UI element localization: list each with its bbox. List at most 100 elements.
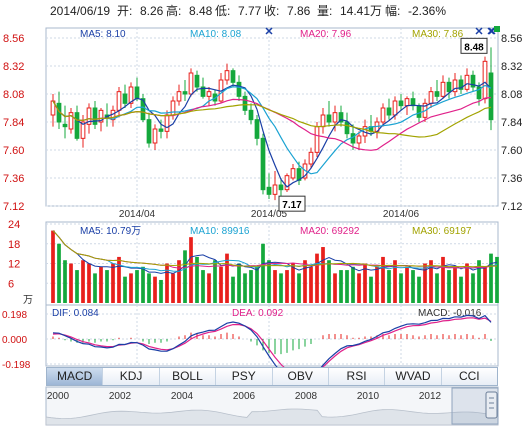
- candle-body: [398, 100, 404, 107]
- candle-body: [98, 109, 104, 123]
- volume-ma-label: MA10: 89916: [190, 226, 250, 237]
- volume-bar: [81, 260, 85, 303]
- volume-bar: [219, 266, 223, 303]
- price-tick-label: 7.84: [3, 117, 24, 129]
- volume-bar: [159, 279, 163, 303]
- volume-bar: [141, 266, 145, 303]
- price-ma5-line: [52, 81, 492, 188]
- tab-cci[interactable]: CCI: [441, 368, 497, 385]
- candle-body: [386, 107, 392, 116]
- candle-body: [428, 91, 434, 104]
- volume-bar: [303, 260, 307, 303]
- timeline-drag-handle[interactable]: [485, 391, 498, 419]
- candle-body: [200, 86, 206, 97]
- high-callout-box: [460, 37, 488, 54]
- candle-body: [230, 70, 236, 83]
- low-label: 低:: [215, 4, 231, 18]
- volume-bar: [123, 276, 127, 303]
- volume-bar: [471, 273, 475, 303]
- candle-body: [80, 121, 86, 139]
- price-tick-label: 7.60: [3, 145, 24, 157]
- macd-tick-label: 0.000: [2, 335, 27, 346]
- volume-bar: [297, 273, 301, 303]
- candle-body: [92, 107, 98, 125]
- volume-bar: [201, 270, 205, 303]
- tab-kdj[interactable]: KDJ: [103, 368, 160, 385]
- volume-ma-label: MA20: 69292: [300, 226, 360, 237]
- price-tick-label: 8.56: [3, 33, 24, 45]
- candle-body: [314, 126, 320, 153]
- price-ma-label: MA10: 8.08: [190, 29, 242, 40]
- volume-bar: [255, 266, 259, 303]
- price-tick-label-right: 7.84: [501, 117, 522, 129]
- open-label: 开:: [117, 4, 133, 18]
- candle-body: [182, 91, 188, 95]
- candle-body: [224, 70, 230, 81]
- candle-body: [242, 95, 248, 111]
- volume-bar: [267, 260, 271, 303]
- price-tick-label-right: 7.36: [501, 173, 522, 185]
- volume-bar: [435, 273, 439, 303]
- volume-bar: [291, 263, 295, 303]
- candle-body: [482, 60, 488, 100]
- volume-bar: [51, 230, 55, 303]
- tab-boll[interactable]: BOLL: [159, 368, 217, 385]
- volume-bar: [177, 260, 181, 303]
- candle-body: [488, 72, 494, 121]
- timeline-year-label: 2004: [171, 391, 194, 402]
- volume-bar: [129, 273, 133, 303]
- volume-bar: [171, 273, 175, 303]
- volume-bar: [243, 273, 247, 303]
- candle-body: [236, 81, 242, 97]
- tab-wvad[interactable]: WVAD: [385, 368, 442, 385]
- volume-bar: [369, 276, 373, 303]
- candle-body: [284, 175, 290, 191]
- price-ma30-line: [52, 100, 492, 138]
- event-marker-icon: [475, 27, 483, 35]
- volume-bar: [483, 266, 487, 303]
- timeline-year-label: 2008: [295, 391, 318, 402]
- candle-body: [164, 114, 170, 132]
- candle-body: [392, 100, 398, 116]
- volume-bar: [213, 260, 217, 303]
- price-tick-label-right: 7.12: [501, 201, 522, 213]
- candle-body: [122, 93, 128, 104]
- volume-bar: [345, 270, 349, 303]
- close-value: 7.86: [287, 4, 311, 18]
- volume-bar: [87, 263, 91, 303]
- volume-bar: [231, 276, 235, 303]
- event-marker-icon: [265, 27, 273, 35]
- tab-obv[interactable]: OBV: [272, 368, 329, 385]
- price-tick-label-right: 7.60: [501, 145, 522, 157]
- volume-bar: [309, 266, 313, 303]
- volume-bar: [489, 253, 493, 303]
- macd-tick-label: -0.198: [2, 360, 31, 371]
- tab-psy[interactable]: PSY: [216, 368, 273, 385]
- candle-body: [146, 119, 152, 144]
- volume-bar: [207, 273, 211, 303]
- volume-bar: [153, 276, 157, 303]
- candle-body: [170, 100, 176, 116]
- candle-body: [206, 91, 212, 97]
- dif-label: DIF: 0.084: [52, 308, 99, 319]
- price-tick-label: 7.36: [3, 173, 24, 185]
- price-tick-label: 8.32: [3, 61, 24, 73]
- volume-bar: [315, 253, 319, 303]
- volume-bar: [393, 260, 397, 303]
- candle-body: [338, 112, 344, 123]
- volume-bar: [339, 270, 343, 303]
- candle-body: [116, 91, 122, 111]
- candle-body: [290, 168, 296, 179]
- candle-body: [248, 109, 254, 121]
- price-tick-label: 8.08: [3, 89, 24, 101]
- volume-bar: [405, 266, 409, 303]
- volume-bar: [225, 253, 229, 303]
- tab-macd[interactable]: MACD: [47, 368, 104, 385]
- macd-tick-label: 0.198: [2, 310, 27, 321]
- volume-bar: [99, 266, 103, 303]
- candle-body: [140, 98, 146, 121]
- change-label: 幅:: [385, 4, 401, 18]
- tab-rsi[interactable]: RSI: [328, 368, 386, 385]
- volume-tick-label: 18: [8, 239, 20, 251]
